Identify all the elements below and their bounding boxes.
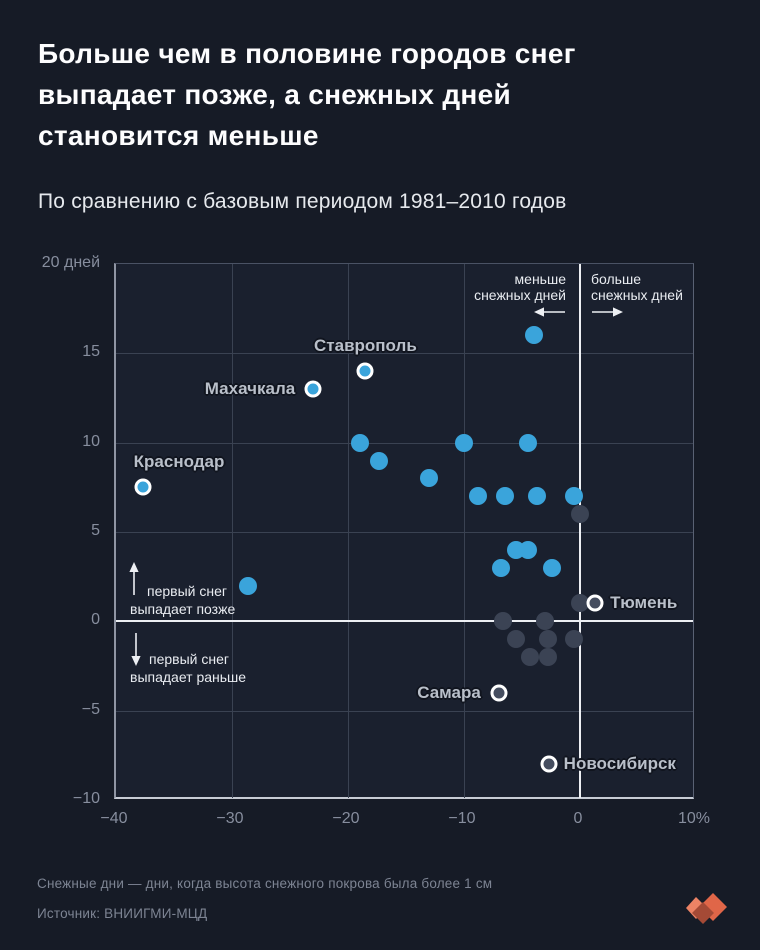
arrow-left-icon [534,307,565,317]
chart-subtitle: По сравнению с базовым периодом 1981–201… [38,190,567,213]
y-tick-label: 0 [91,611,100,629]
city-label: Краснодар [133,452,225,472]
annotation-later-line-1: первый снег [147,583,227,599]
data-point [538,630,557,649]
data-point [571,505,589,524]
data-point [571,594,589,613]
footnote: Снежные дни — дни, когда высота снежного… [37,876,493,891]
annotation-more-line-1: больше [591,271,641,287]
arrow-up-icon [129,562,139,595]
data-point-labeled [356,362,374,380]
annotation-fewer-line-2: снежных дней [474,287,566,303]
y-tick-label: 10 [82,432,100,450]
gridline-vertical [348,264,349,798]
data-point [350,433,369,452]
x-tick-label: −20 [332,810,360,827]
data-point-labeled [540,755,558,773]
gridline-horizontal [116,353,693,355]
arrow-down-icon [131,633,141,666]
page-title: Больше чем в половине городов снег выпада… [38,33,738,156]
data-point [528,487,547,506]
gridline-horizontal [116,442,693,444]
data-point [420,469,439,488]
data-point [521,648,540,667]
y-tick-label: 5 [91,522,100,539]
x-tick-label: −30 [216,810,244,827]
data-point [536,612,555,631]
data-point [565,487,584,506]
gridline-horizontal [116,532,693,533]
annotation-fewer-line-1: меньше [514,271,566,287]
data-point [507,630,526,649]
data-point [239,576,258,595]
data-point [518,540,537,559]
annotation-more-line-2: снежных дней [591,287,683,303]
data-point [492,558,511,577]
gridline-vertical [232,264,233,798]
annotation-later-line-2: выпадает позже [130,601,236,617]
annotation-earlier-line-1: первый снег [149,651,229,667]
title-line-3: становится меньше [38,120,319,151]
data-point [543,558,562,577]
publisher-logo-icon [686,893,727,924]
city-label: Тюмень [610,593,678,613]
x-tick-label: −10 [448,810,476,827]
data-point [518,433,537,452]
city-label: Самара [417,682,481,702]
annotation-fewer-snow-days: меньше снежных дней [474,271,566,303]
data-point [455,433,473,452]
gridline-horizontal [116,710,693,712]
data-point [565,630,584,649]
title-line-2: выпадает позже, а снежных дней [38,79,511,110]
x-tick-label: 0 [573,810,583,827]
zero-line-horizontal [116,620,693,623]
data-point [468,487,487,506]
city-label: Махачкала [204,379,296,399]
y-tick-label: 15 [82,343,100,361]
data-point [494,612,513,631]
plot-area: меньше снежных дней больше снежных дней … [114,263,694,799]
y-tick-label: −5 [81,700,100,718]
y-tick-label: −10 [72,790,100,807]
data-point-labeled [490,684,508,702]
source-credit: Источник: ВНИИГМИ-МЦД [37,906,208,921]
data-point-labeled [134,478,152,496]
data-point [538,648,557,667]
data-point-labeled [304,380,322,398]
annotation-earlier-line-2: выпадает раньше [130,669,247,685]
annotation-more-snow-days: больше снежных дней [591,271,683,303]
data-point-labeled [586,594,604,612]
data-point [495,487,514,506]
title-line-1: Больше чем в половине городов снег [38,38,576,69]
x-tick-label: −40 [100,810,128,827]
y-tick-label: 20 дней [41,254,100,271]
city-label: Ставрополь [314,336,417,356]
arrow-right-icon [592,307,623,317]
data-point [370,451,389,470]
gridline-vertical [464,264,465,798]
data-point [524,326,543,345]
x-tick-label: 10% [677,810,711,827]
city-label: Новосибирск [563,754,676,774]
zero-line-vertical [579,264,581,798]
